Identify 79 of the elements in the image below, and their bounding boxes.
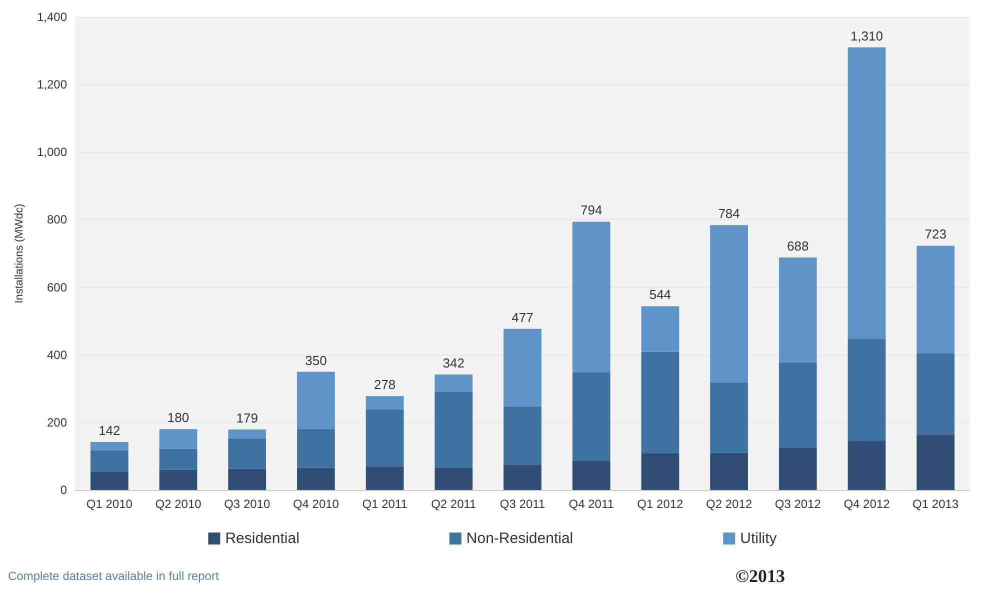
bar [159, 448, 198, 470]
y-tick-label: 200 [46, 415, 68, 430]
bar [778, 362, 817, 448]
bar [710, 382, 748, 453]
total-label: 794 [580, 202, 602, 218]
bar [916, 354, 955, 435]
bar [90, 442, 128, 450]
x-tick-label: Q2 2011 [431, 497, 477, 511]
bar [848, 47, 886, 339]
legend-label: Utility [740, 530, 778, 547]
bar [916, 246, 955, 354]
bar [641, 306, 680, 352]
x-tick-label: Q4 2012 [844, 497, 890, 511]
bar [434, 374, 473, 392]
text: Complete dataset available in full report [8, 569, 219, 583]
total-label: 350 [305, 352, 327, 368]
x-tick-label: Q2 2010 [155, 497, 202, 511]
total-label: 784 [718, 206, 740, 222]
x-tick-label: Q1 2012 [637, 497, 684, 511]
bar [297, 372, 335, 429]
total-label: 544 [649, 287, 672, 302]
bar [228, 430, 266, 438]
x-tick-label: Q1 2010 [86, 497, 133, 511]
bar [159, 470, 198, 490]
bar [366, 396, 404, 410]
bar [90, 471, 128, 490]
bar [848, 338, 886, 442]
total-label: 1,310 [850, 28, 884, 44]
total-label: 180 [167, 410, 190, 426]
bar [778, 258, 817, 362]
y-tick-label: 0 [60, 483, 68, 497]
x-tick-label: Q3 2011 [500, 497, 546, 511]
x-tick-label: Q1 2013 [912, 497, 959, 511]
y-tick-label: 1,200 [36, 78, 68, 92]
x-tick-label: Q1 2011 [362, 497, 408, 511]
total-label: 278 [374, 377, 396, 392]
bar [228, 468, 266, 490]
bar [434, 467, 473, 490]
x-tick-label: Q3 2012 [774, 497, 822, 511]
x-tick-label: Q4 2011 [568, 497, 614, 511]
total-label: 342 [442, 355, 465, 370]
y-axis-title: Installations (MWdc) [14, 204, 26, 304]
bar [504, 406, 542, 465]
bar [916, 434, 955, 490]
total-label: 477 [512, 310, 534, 325]
bar [641, 352, 680, 454]
y-tick-label: 400 [46, 348, 68, 362]
bar [710, 452, 748, 490]
bar [297, 468, 335, 490]
total-label: 179 [236, 410, 258, 426]
x-tick-label: Q3 2010 [224, 497, 270, 511]
bar [366, 409, 404, 466]
bar [228, 438, 266, 469]
y-tick-label: 600 [46, 280, 68, 294]
bar [159, 429, 198, 449]
legend-label: Residential [225, 530, 300, 547]
bar [504, 328, 542, 406]
y-tick-label: 800 [46, 212, 68, 227]
bar [572, 372, 610, 460]
bar [572, 460, 610, 490]
bar [778, 447, 817, 490]
bar [572, 222, 610, 372]
bar [90, 450, 128, 472]
total-label: 142 [98, 423, 120, 438]
total-label: 723 [924, 226, 946, 242]
x-tick-label: Q4 2010 [292, 497, 340, 511]
text: ©2013 [736, 566, 785, 587]
y-tick-label: 1,000 [36, 145, 68, 160]
total-label: 688 [787, 238, 809, 254]
bar [710, 225, 748, 382]
bar [297, 428, 335, 468]
y-tick-label: 1,400 [36, 10, 68, 24]
bar [504, 464, 542, 490]
bar [641, 454, 680, 490]
x-tick-label: Q2 2012 [706, 497, 752, 511]
bar [434, 392, 473, 468]
bar [366, 466, 404, 490]
legend-label: Non-Residential [466, 530, 574, 547]
bar [848, 441, 886, 490]
